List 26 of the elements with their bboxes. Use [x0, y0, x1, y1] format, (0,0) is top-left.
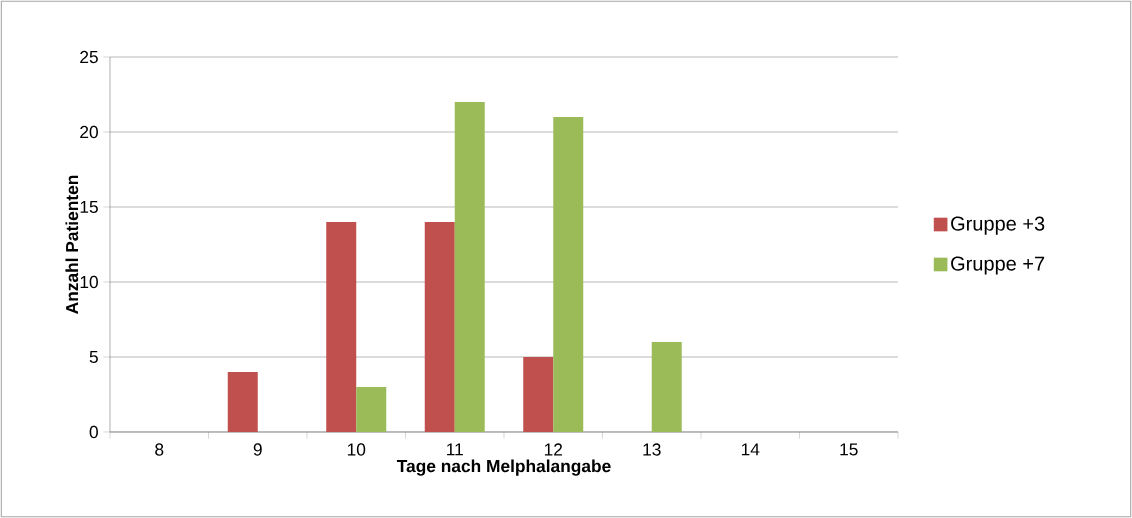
- bar: [553, 116, 584, 432]
- bar: [356, 387, 387, 432]
- x-tick-label: 10: [347, 443, 366, 456]
- x-tick-label: 13: [643, 443, 661, 456]
- x-tick-label: 12: [544, 443, 563, 456]
- x-tick-label: 9: [253, 443, 262, 456]
- legend-label: Gruppe +3: [951, 216, 1045, 235]
- x-tick-label: 14: [741, 443, 760, 456]
- x-tick-label: 15: [840, 443, 858, 456]
- bar: [227, 372, 258, 432]
- y-tick-label: 15: [80, 200, 98, 214]
- y-tick-label: 0: [89, 425, 98, 439]
- bar: [424, 222, 455, 432]
- y-tick-label: 25: [80, 50, 98, 64]
- x-axis-title: Tage nach Melphalangabe: [396, 459, 611, 476]
- bar: [454, 102, 485, 432]
- y-tick-label: 20: [80, 125, 98, 139]
- bar: [651, 342, 682, 432]
- bar: [326, 222, 357, 432]
- x-tick-label: 11: [447, 443, 463, 456]
- x-tick-label: 8: [155, 443, 164, 456]
- bar: [523, 357, 554, 432]
- y-tick-label: 10: [80, 275, 98, 289]
- y-axis-title: Anzahl Patienten: [65, 175, 79, 314]
- y-tick-label: 5: [89, 350, 98, 364]
- legend-label: Gruppe +7: [951, 256, 1045, 275]
